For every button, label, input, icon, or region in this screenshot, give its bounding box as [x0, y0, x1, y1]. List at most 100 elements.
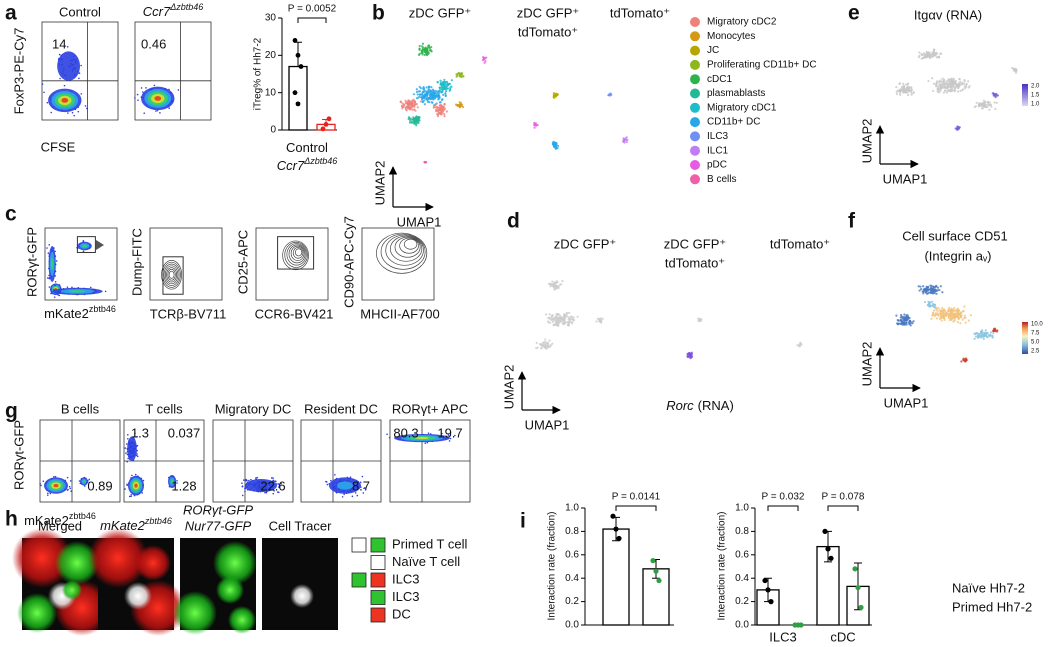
cell-signal	[216, 576, 244, 604]
cell-dot	[933, 304, 936, 307]
cell-dot	[981, 102, 985, 105]
cell-dot	[449, 86, 452, 89]
cell-dot	[418, 48, 421, 52]
cell-dot	[423, 89, 426, 92]
cell-dot	[442, 84, 446, 87]
legend-swatch	[690, 17, 700, 27]
cell-dot	[558, 320, 562, 323]
cell-dot	[995, 101, 998, 104]
cell-dot	[906, 87, 909, 90]
event-dot	[71, 111, 74, 114]
cell-dot	[988, 101, 991, 104]
cell-dot	[551, 320, 554, 324]
event-dot	[176, 480, 178, 482]
cell-dot	[922, 285, 925, 288]
event-dot	[49, 492, 52, 495]
cell-dot	[457, 104, 460, 107]
cell-dot	[948, 80, 951, 83]
cell-dot	[927, 302, 931, 305]
cell-dot	[906, 317, 909, 321]
cell-dot	[939, 79, 942, 82]
cell-dot	[567, 323, 570, 327]
cell-dot	[899, 92, 902, 95]
legend-box	[351, 572, 367, 588]
event-dot	[55, 260, 58, 262]
cell-dot	[600, 319, 603, 322]
cell-dot	[930, 54, 933, 57]
cell-dot	[423, 103, 427, 106]
contour	[167, 269, 176, 281]
quadrant-value: 80.3	[393, 425, 418, 440]
legend-swatch	[690, 31, 700, 42]
cell-dot	[690, 351, 693, 354]
event-dot	[63, 84, 66, 87]
cell-dot	[421, 91, 424, 94]
label: FoxP3-PE-Cy7	[11, 28, 26, 115]
cell-dot	[935, 80, 939, 83]
cell-dot	[445, 88, 448, 91]
label: UMAP1	[525, 417, 570, 432]
contour	[380, 233, 426, 270]
text-part: mKate2	[24, 513, 69, 528]
panel-letter: e	[848, 2, 860, 25]
label: TCRβ-BV711	[150, 306, 227, 321]
event-dot	[273, 489, 275, 492]
event-dot	[330, 479, 332, 482]
legend-label: Migratory cDC2	[707, 17, 777, 28]
contour	[163, 263, 180, 286]
event-dot	[46, 494, 49, 496]
label: 0.46	[141, 36, 166, 51]
event-dot	[78, 72, 81, 74]
cell-dot	[940, 319, 943, 322]
density	[245, 479, 277, 493]
label: UMAP2	[372, 161, 387, 206]
cell-dot	[554, 282, 557, 285]
cell-dot	[444, 92, 447, 95]
cell-dot	[540, 343, 543, 346]
cell-dot	[423, 99, 426, 102]
cell-dot	[909, 319, 912, 323]
data-point	[292, 90, 298, 96]
contour	[284, 241, 308, 268]
event-dot	[78, 77, 80, 80]
cell-dot	[948, 306, 951, 309]
cell-dot	[948, 90, 951, 93]
event-dot	[143, 112, 146, 114]
cell-dot	[938, 288, 941, 292]
contour	[385, 234, 424, 266]
cell-dot	[938, 91, 941, 94]
label: UMAP2	[859, 119, 874, 164]
event-dot	[264, 491, 266, 494]
event-dot	[69, 487, 72, 490]
legend-box	[351, 537, 367, 553]
quadrant-value: 8.7	[352, 478, 370, 493]
event-dot	[57, 294, 59, 296]
cell-dot	[546, 341, 549, 344]
cell-dot	[796, 344, 799, 347]
cell-dot	[556, 323, 559, 326]
cell-dot	[952, 320, 955, 323]
event-dot	[241, 485, 244, 488]
density	[170, 479, 174, 484]
cell-dot	[952, 316, 955, 320]
cell-dot	[964, 360, 967, 363]
gate	[162, 256, 184, 295]
cell-dot	[978, 103, 981, 106]
cell-dot	[433, 95, 437, 98]
x-tick-label: Control	[286, 140, 328, 155]
cell-dot	[548, 316, 551, 319]
cell-dot	[567, 318, 570, 321]
cell-dot	[404, 99, 407, 102]
cell-dot	[911, 322, 914, 325]
y-tick-label: 0	[270, 125, 276, 136]
cell-signal	[173, 591, 217, 635]
text-part: Rorc	[666, 398, 694, 413]
event-dot	[67, 112, 69, 114]
data-point	[653, 568, 659, 574]
y-tick-label: 0.4	[565, 573, 579, 584]
cell-dot	[910, 87, 913, 90]
cell-dot	[460, 104, 463, 108]
event-dot	[73, 114, 75, 117]
data-point	[616, 535, 622, 542]
legend-label: Proliferating CD11b+ DC	[707, 60, 817, 71]
